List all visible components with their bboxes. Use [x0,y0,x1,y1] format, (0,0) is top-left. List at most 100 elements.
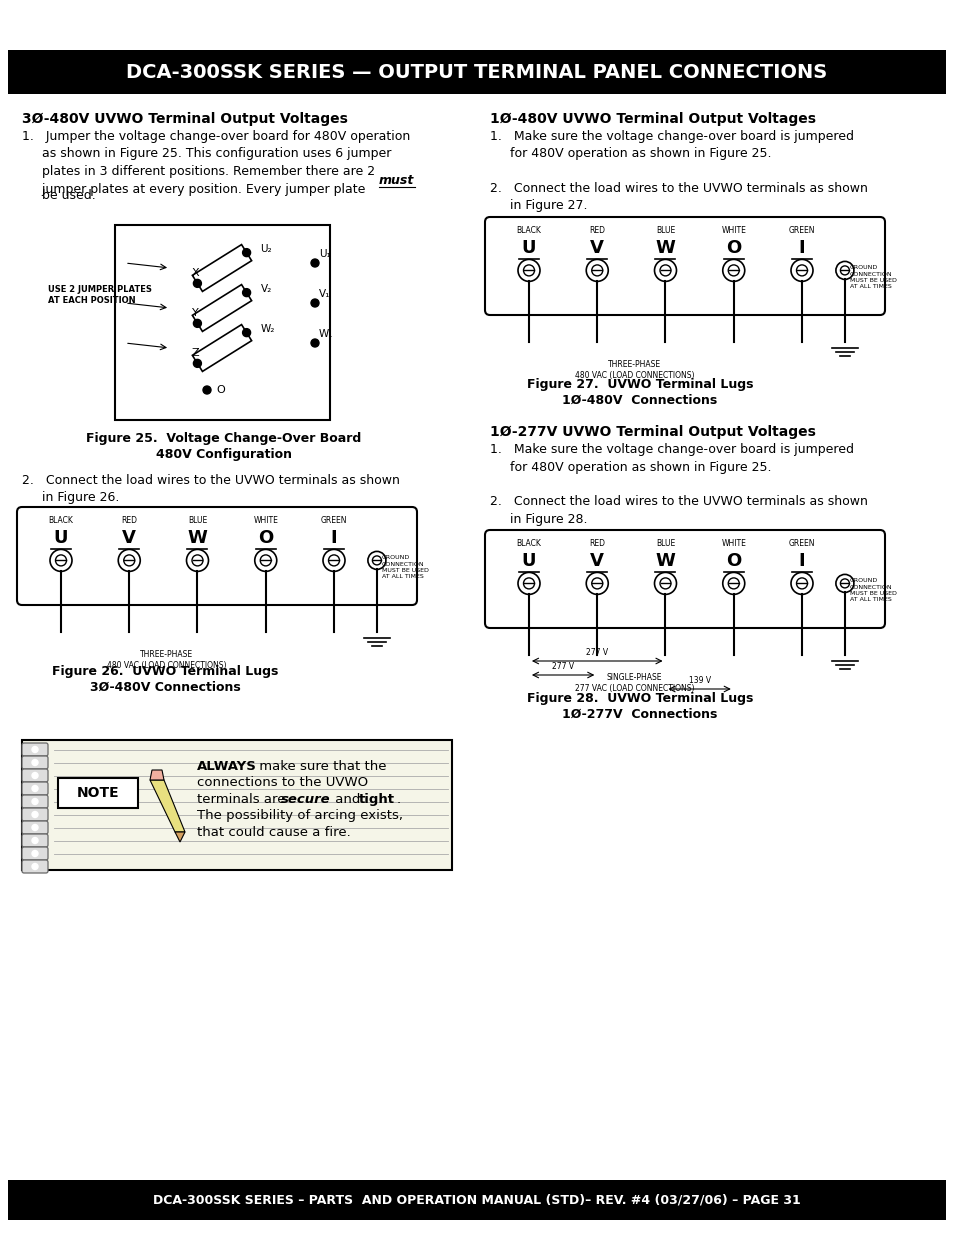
Text: SINGLE-PHASE
277 VAC (LOAD CONNECTIONS): SINGLE-PHASE 277 VAC (LOAD CONNECTIONS) [574,673,694,693]
Text: ALWAYS: ALWAYS [196,760,256,773]
Circle shape [193,359,201,367]
Text: 1.   Make sure the voltage change-over board is jumpered
     for 480V operation: 1. Make sure the voltage change-over boa… [490,130,853,161]
Text: GROUND
CONNECTION
MUST BE USED
AT ALL TIMES: GROUND CONNECTION MUST BE USED AT ALL TI… [849,578,896,601]
Text: Z: Z [192,348,199,358]
Text: X: X [192,268,199,278]
Text: BLUE: BLUE [655,540,675,548]
Circle shape [32,785,38,792]
Text: terminals are: terminals are [196,793,290,806]
Circle shape [32,746,38,752]
Text: RED: RED [121,516,137,525]
Text: 2.   Connect the load wires to the UVWO terminals as shown
     in Figure 27.: 2. Connect the load wires to the UVWO te… [490,182,867,212]
Text: GREEN: GREEN [788,226,815,236]
Text: U: U [53,530,69,547]
Circle shape [242,289,251,296]
Text: O: O [258,530,274,547]
Text: and: and [331,793,364,806]
Text: connections to the UVWO: connections to the UVWO [196,777,368,789]
Bar [115,225,330,420]
Text: W: W [655,552,675,571]
FancyBboxPatch shape [22,782,48,795]
Text: V₂: V₂ [260,284,272,294]
Text: USE 2 JUMPER PLATES
AT EACH POSITION: USE 2 JUMPER PLATES AT EACH POSITION [48,284,152,305]
Text: W: W [188,530,207,547]
Circle shape [32,825,38,830]
Polygon shape [150,781,185,832]
FancyBboxPatch shape [22,808,48,821]
Text: O: O [215,385,225,395]
Text: GREEN: GREEN [320,516,347,525]
Circle shape [311,338,318,347]
FancyBboxPatch shape [22,834,48,847]
Circle shape [311,259,318,267]
Text: make sure that the: make sure that the [254,760,386,773]
Circle shape [32,851,38,857]
Text: BLUE: BLUE [188,516,207,525]
Circle shape [242,248,251,257]
Circle shape [193,320,201,327]
Text: 1Ø-480V UVWO Terminal Output Voltages: 1Ø-480V UVWO Terminal Output Voltages [490,112,815,126]
Text: WHITE: WHITE [253,516,278,525]
Text: WHITE: WHITE [720,226,745,236]
Text: W: W [655,240,675,257]
Text: BLACK: BLACK [516,226,541,236]
Text: 277 V: 277 V [552,662,574,671]
Polygon shape [193,284,252,331]
Circle shape [193,279,201,288]
Text: V₁: V₁ [318,289,330,299]
Text: RED: RED [589,226,604,236]
Text: NOTE: NOTE [76,785,119,800]
Text: RED: RED [589,540,604,548]
Text: O: O [725,240,740,257]
FancyBboxPatch shape [22,795,48,808]
Circle shape [32,773,38,778]
Text: 1Ø-277V  Connections: 1Ø-277V Connections [561,708,717,721]
Text: I: I [798,240,804,257]
FancyBboxPatch shape [22,743,48,756]
Text: 2.   Connect the load wires to the UVWO terminals as shown
     in Figure 26.: 2. Connect the load wires to the UVWO te… [22,474,399,505]
FancyBboxPatch shape [22,847,48,860]
Text: BLACK: BLACK [49,516,73,525]
FancyBboxPatch shape [22,821,48,834]
Text: W₁: W₁ [318,329,334,338]
Circle shape [32,799,38,804]
Text: DCA-300SSK SERIES — OUTPUT TERMINAL PANEL CONNECTIONS: DCA-300SSK SERIES — OUTPUT TERMINAL PANE… [126,63,827,83]
Text: must: must [378,174,414,186]
Text: V: V [122,530,136,547]
Text: GREEN: GREEN [788,540,815,548]
Text: I: I [331,530,337,547]
Polygon shape [193,245,252,291]
Circle shape [32,760,38,766]
Text: 3Ø-480V UVWO Terminal Output Voltages: 3Ø-480V UVWO Terminal Output Voltages [22,112,348,126]
Text: be used.: be used. [22,189,95,201]
Polygon shape [174,832,185,842]
FancyBboxPatch shape [22,769,48,782]
Text: BLUE: BLUE [655,226,675,236]
Bar [22,740,452,869]
Bar [8,49,945,94]
Circle shape [32,811,38,818]
Text: Figure 27.  UVWO Terminal Lugs: Figure 27. UVWO Terminal Lugs [526,378,753,391]
Text: V: V [590,552,603,571]
FancyBboxPatch shape [22,860,48,873]
Text: BLACK: BLACK [516,540,541,548]
Text: O: O [725,552,740,571]
Text: secure: secure [281,793,331,806]
Bar [8,1179,945,1220]
Text: 3Ø-480V Connections: 3Ø-480V Connections [90,680,240,694]
Text: U: U [521,552,536,571]
Polygon shape [193,325,252,372]
Text: .: . [396,793,400,806]
Text: 139 V: 139 V [688,676,710,685]
Text: 480V Configuration: 480V Configuration [156,448,292,461]
Text: Figure 26.  UVWO Terminal Lugs: Figure 26. UVWO Terminal Lugs [51,664,278,678]
Text: The possibility of arcing exists,: The possibility of arcing exists, [196,809,402,823]
Text: W₂: W₂ [260,324,274,333]
Text: Figure 25.  Voltage Change-Over Board: Figure 25. Voltage Change-Over Board [87,432,361,445]
Text: 277 V: 277 V [585,648,608,657]
Text: Figure 28.  UVWO Terminal Lugs: Figure 28. UVWO Terminal Lugs [526,692,753,705]
Text: 2.   Connect the load wires to the UVWO terminals as shown
     in Figure 28.: 2. Connect the load wires to the UVWO te… [490,495,867,526]
Circle shape [311,299,318,308]
FancyBboxPatch shape [17,508,416,605]
Circle shape [32,837,38,844]
